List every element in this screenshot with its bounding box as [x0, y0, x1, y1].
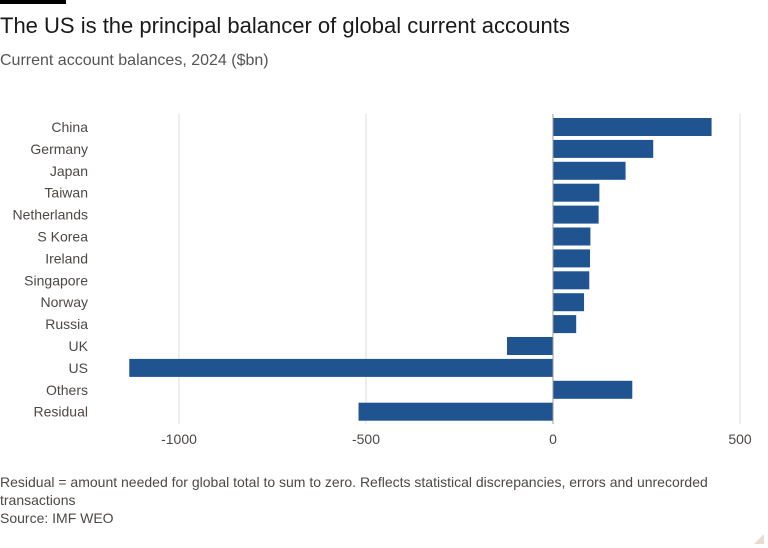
bar	[553, 227, 591, 246]
category-label: Norway	[41, 294, 88, 310]
chart-footer: Residual = amount needed for global tota…	[0, 473, 760, 527]
x-tick-label: -1000	[161, 431, 197, 447]
category-label: Taiwan	[44, 185, 88, 201]
bar	[553, 315, 577, 334]
corner-fold	[754, 534, 764, 544]
category-label: Others	[46, 382, 88, 398]
footnote: Residual = amount needed for global tota…	[0, 474, 708, 508]
source-note: Source: IMF WEO	[0, 510, 114, 526]
bar	[553, 183, 600, 202]
bar	[129, 358, 553, 377]
category-label: US	[69, 360, 88, 376]
x-tick-label: -500	[352, 431, 380, 447]
bar	[553, 139, 654, 158]
category-label: China	[51, 119, 88, 135]
category-label: Russia	[45, 316, 88, 332]
category-label: S Korea	[37, 229, 88, 245]
bar	[553, 293, 585, 312]
category-label: Germany	[30, 141, 88, 157]
bar	[553, 118, 712, 136]
category-label: Japan	[50, 163, 88, 179]
bar	[553, 249, 591, 268]
x-tick-label: 500	[728, 431, 752, 447]
brand-bar	[0, 0, 66, 4]
bar	[553, 271, 590, 290]
bar	[358, 402, 553, 421]
bar	[506, 337, 553, 355]
category-label: UK	[69, 338, 89, 354]
x-tick-label: 0	[549, 431, 557, 447]
chart-title: The US is the principal balancer of glob…	[0, 13, 570, 38]
category-label: Singapore	[24, 272, 88, 288]
category-label: Netherlands	[13, 207, 89, 223]
bar	[553, 161, 626, 180]
category-label: Ireland	[45, 250, 88, 266]
category-label: Residual	[34, 404, 88, 420]
bar	[553, 205, 599, 224]
bar	[553, 380, 633, 399]
chart-subtitle: Current account balances, 2024 ($bn)	[0, 52, 269, 69]
bar-chart: China Germany Japan Taiwan Netherlands S Kore…	[13, 114, 752, 447]
